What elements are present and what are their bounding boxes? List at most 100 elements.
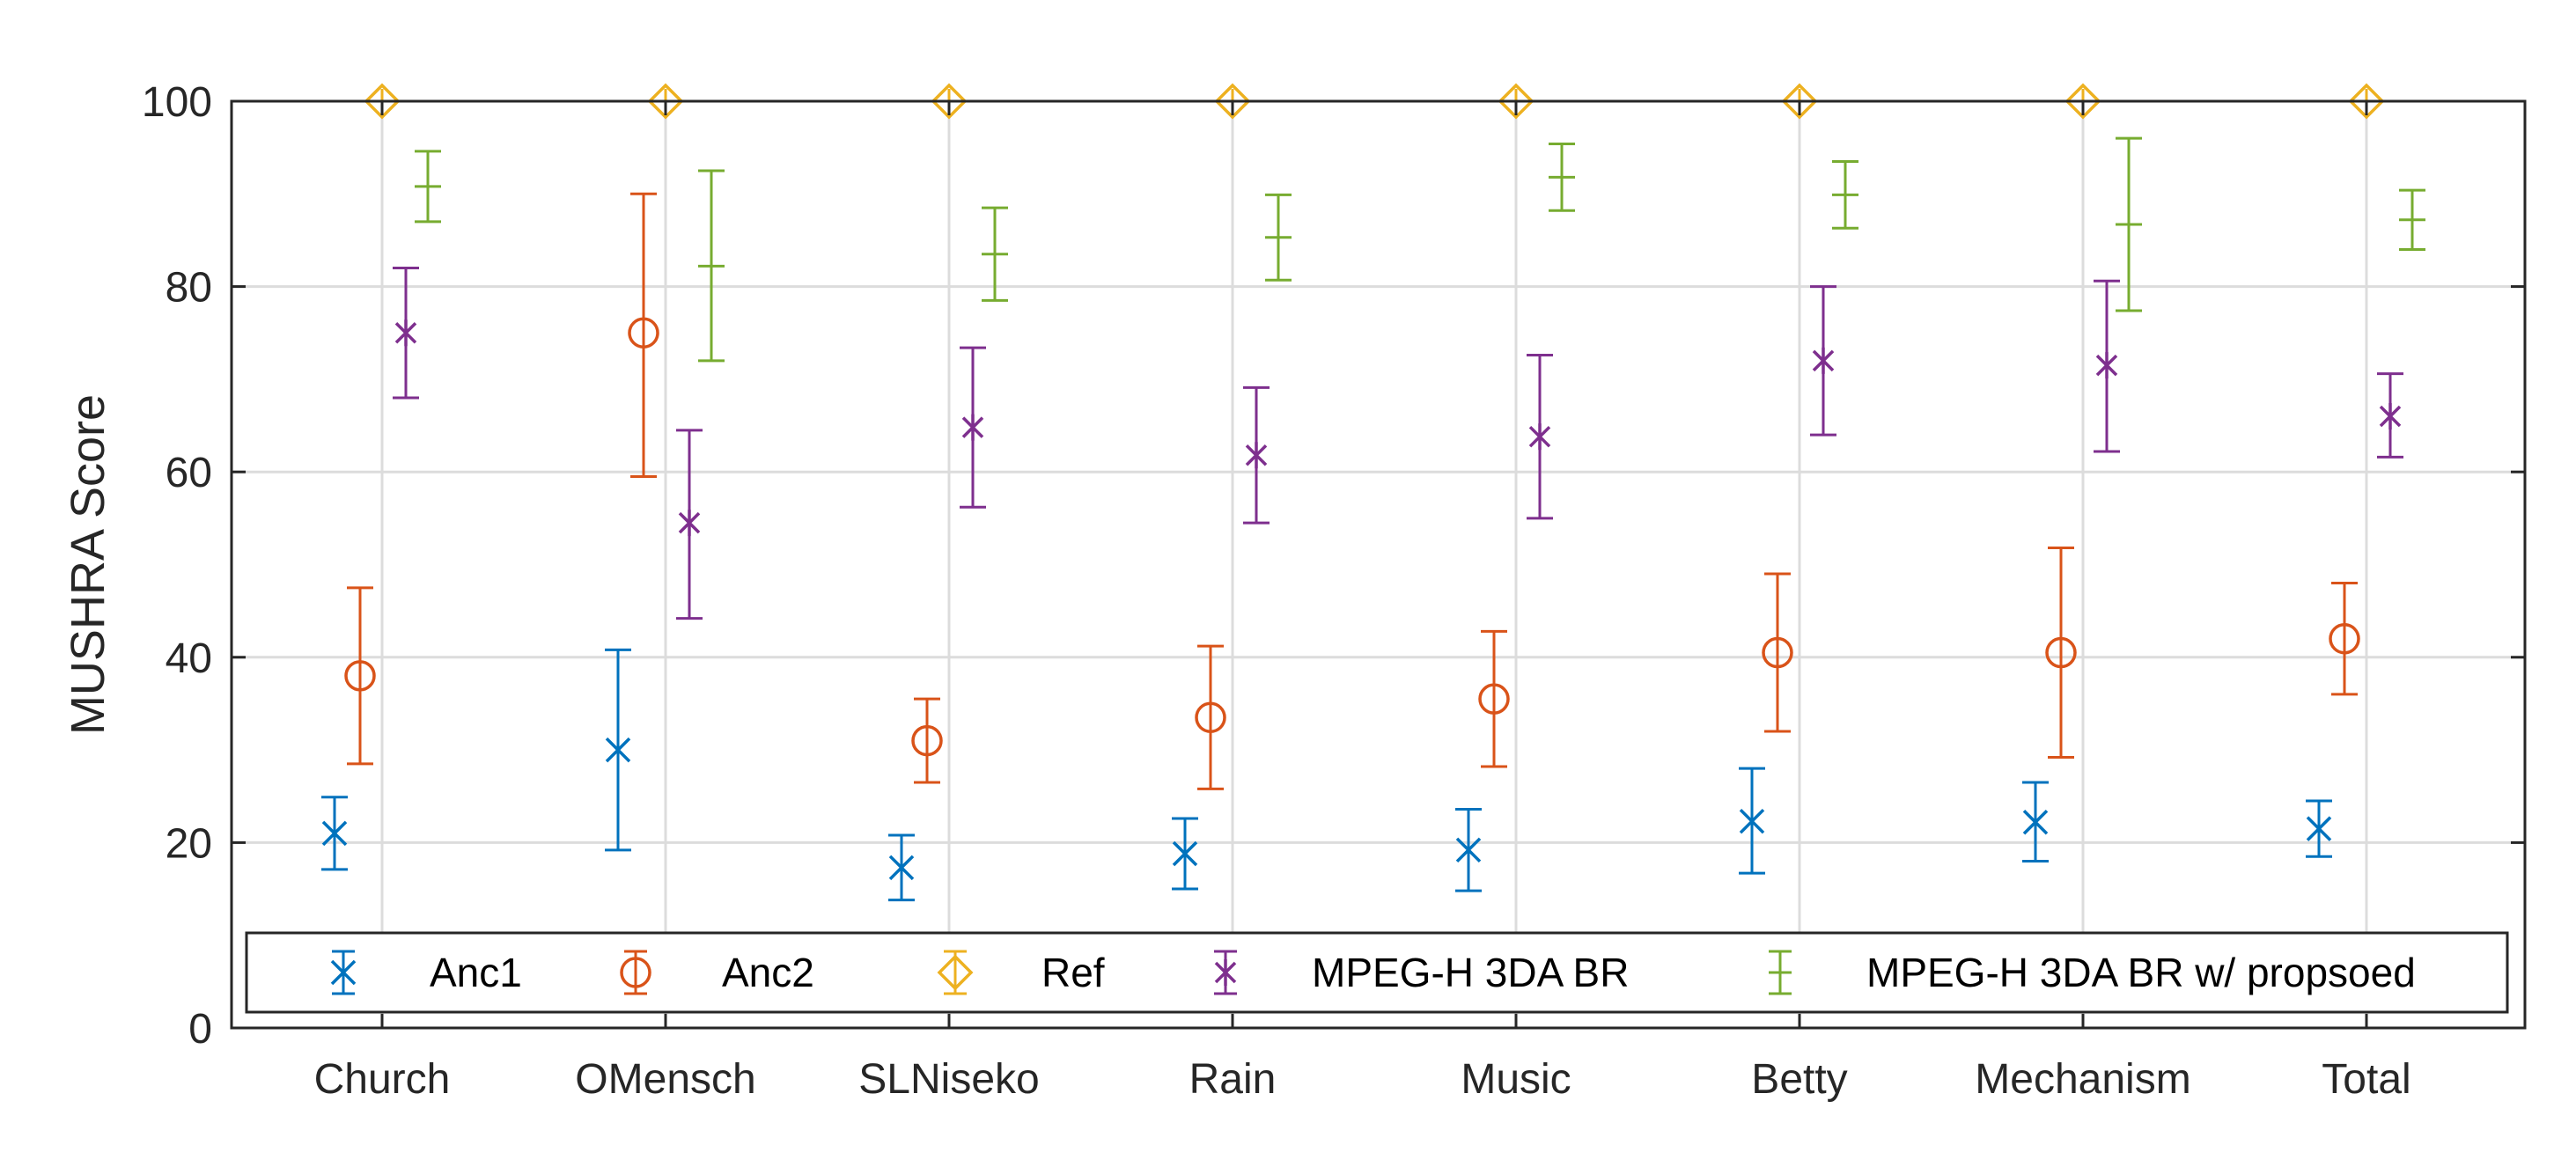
x-tick-labels: Church OMensch SLNiseko Rain Music Betty Mecha… (314, 1056, 2411, 1103)
marker-circle (2329, 622, 2360, 655)
data-point (982, 206, 1008, 302)
marker-asterisk (1214, 959, 1237, 986)
marker-asterisk (2379, 403, 2402, 430)
marker-asterisk (1528, 423, 1551, 451)
y-tick-labels: 0 20 40 60 80 100 (142, 79, 212, 1053)
legend-label: Anc2 (722, 950, 814, 995)
legend-box (245, 931, 2509, 1014)
marker-asterisk (394, 319, 417, 347)
legend: Anc1 Anc2 Ref MPEG-H 3DA BR MPEG-H 3DA BR w/… (245, 931, 2509, 1014)
legend-entry: Ref (937, 950, 1105, 995)
marker-x (1455, 837, 1482, 863)
marker-x (888, 855, 915, 881)
y-tick-label: 80 (166, 265, 212, 312)
data-point (628, 192, 659, 478)
data-point (960, 346, 986, 509)
marker-x (605, 737, 631, 763)
x-tick-label: SLNiseko (858, 1056, 1039, 1103)
data-point (1172, 817, 1198, 891)
x-tick-label: Rain (1189, 1056, 1277, 1103)
data-point (2377, 372, 2403, 459)
data-point (393, 267, 419, 400)
marker-circle (628, 317, 659, 349)
legend-label: Anc1 (430, 950, 522, 995)
marker-circle (1762, 636, 1793, 669)
y-tick-label: 100 (142, 79, 212, 126)
data-point (1810, 285, 1836, 437)
data-point (911, 697, 943, 784)
marker-circle (620, 957, 651, 988)
legend-label: Ref (1041, 950, 1105, 995)
y-tick-label: 20 (166, 820, 212, 867)
x-tick-label: Mechanism (1975, 1056, 2190, 1103)
data-point (2306, 799, 2332, 858)
axis-ticks (232, 99, 2525, 1030)
data-point (2399, 188, 2425, 251)
marker-diamond (1781, 83, 1818, 120)
data-point (1762, 572, 1793, 733)
data-point (1243, 385, 1270, 525)
series-anc1 (321, 648, 2332, 902)
marker-asterisk (1245, 442, 1268, 469)
data-point (1265, 193, 1292, 282)
series-mpeg-h-3da-br-w-propsoed (415, 136, 2425, 363)
data-point (888, 833, 915, 902)
marker-x (1739, 808, 1765, 834)
data-point (698, 169, 725, 363)
y-tick-label: 40 (166, 635, 212, 682)
x-tick-label: OMensch (575, 1056, 755, 1103)
marker-diamond (2348, 83, 2385, 120)
data-point (1832, 159, 1858, 230)
marker-diamond (1214, 83, 1251, 120)
legend-label: MPEG-H 3DA BR w/ propsoed (1866, 950, 2416, 995)
data-point (344, 586, 376, 766)
marker-asterisk (961, 414, 984, 441)
x-tick-label: Church (314, 1056, 451, 1103)
data-point (1455, 807, 1482, 892)
series-anc2 (344, 192, 2360, 790)
marker-circle (911, 724, 943, 757)
marker-diamond (647, 83, 684, 120)
marker-diamond (364, 83, 401, 120)
data-point (415, 150, 441, 224)
legend-entry: Anc1 (330, 950, 522, 995)
data-point (1195, 644, 1226, 790)
marker-asterisk (1812, 347, 1835, 374)
data-point (2022, 781, 2049, 862)
marker-circle (1195, 701, 1226, 733)
marker-diamond (2064, 83, 2101, 120)
data-point (1739, 767, 1765, 875)
y-tick-label: 60 (166, 450, 212, 496)
data-point (2094, 279, 2120, 453)
series-mpeg-h-3da-br (393, 267, 2403, 620)
marker-circle (1478, 683, 1510, 715)
data-point (676, 429, 703, 620)
marker-x (1172, 840, 1198, 867)
marker-x (321, 820, 348, 847)
data-point (2116, 136, 2142, 312)
marker-asterisk (2095, 352, 2118, 379)
data-point (1527, 354, 1553, 520)
data-point (2329, 582, 2360, 696)
axes-box (230, 99, 2527, 1030)
marker-x (330, 959, 357, 986)
x-tick-label: Betty (1751, 1056, 1847, 1103)
x-tick-label: Total (2322, 1056, 2410, 1103)
marker-x (2306, 816, 2332, 841)
marker-asterisk (678, 510, 701, 537)
marker-x (2022, 809, 2049, 835)
marker-diamond (931, 83, 968, 120)
legend-entry: MPEG-H 3DA BR (1214, 950, 1629, 995)
plot-area (321, 83, 2425, 902)
marker-diamond (937, 954, 974, 991)
grid-lines (232, 101, 2525, 1028)
marker-diamond (1498, 83, 1535, 120)
data-point (1478, 629, 1510, 768)
y-axis-title: MUSHRA Score (62, 394, 114, 735)
data-point (321, 796, 348, 871)
data-point (605, 648, 631, 852)
marker-circle (2045, 636, 2077, 669)
data-point (2045, 547, 2077, 760)
legend-entry: Anc2 (620, 950, 814, 995)
